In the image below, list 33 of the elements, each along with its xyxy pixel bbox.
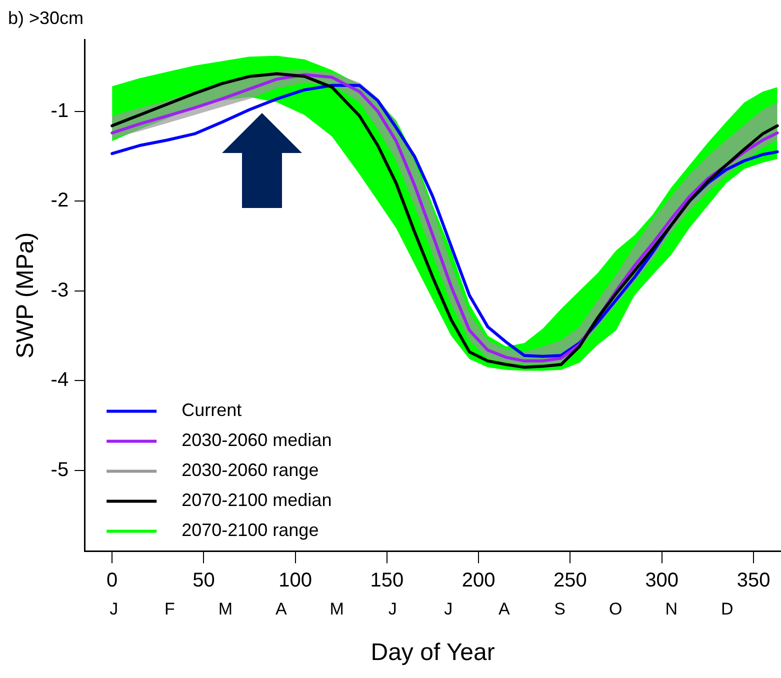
text: A [498,599,510,618]
legend-label: 2030-2060 range [182,460,319,480]
legend-label: 2030-2060 median [182,430,332,450]
text: D [720,599,734,618]
chart-title: b) >30cm [8,8,84,28]
text: M [330,599,344,618]
y-tick-label: -5 [50,458,69,481]
x-tick-label: 150 [370,570,404,592]
text: J [388,599,397,618]
y-tick-label: -3 [50,279,69,302]
x-tick-label: 350 [736,570,770,592]
y-tick-label: -2 [50,190,69,212]
text: A [275,599,288,618]
legend-label: 2070-2100 median [182,490,332,510]
text: O [608,599,622,618]
x-tick-label: 200 [462,570,496,592]
y-tick-label: -4 [50,369,69,392]
y-axis-title: SWP (MPa) [12,232,40,359]
text: J [110,599,118,618]
legend-label: 2070-2100 range [182,520,319,540]
text: S [554,599,566,618]
x-tick-label: 100 [278,570,312,592]
x-tick-label: 0 [106,570,118,592]
text: N [665,599,678,618]
x-axis-title: Day of Year [370,639,495,666]
text: M [218,599,232,618]
legend-label: Current [182,400,242,420]
text: F [164,599,175,618]
x-tick-label: 250 [554,570,587,592]
text: J [444,599,453,618]
x-tick-label: 300 [645,570,679,592]
y-tick-label: -1 [50,100,69,122]
x-tick-label: 50 [192,570,215,592]
